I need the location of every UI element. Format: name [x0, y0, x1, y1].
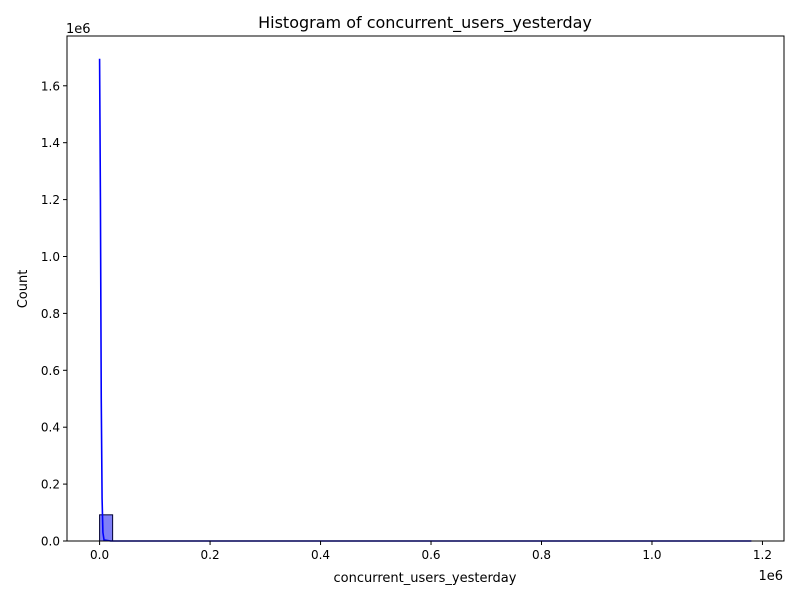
x-tick-label-3: 0.6 — [421, 548, 440, 562]
x-offset-text: 1e6 — [758, 569, 783, 584]
x-tick-label-1: 0.2 — [201, 548, 220, 562]
axes-frame — [66, 35, 785, 542]
chart-title: Histogram of concurrent_users_yesterday — [258, 13, 592, 33]
y-tick-label-5: 1.0 — [41, 250, 60, 264]
y-tick-label-4: 0.8 — [41, 307, 60, 321]
x-tick-label-6: 1.2 — [753, 548, 772, 562]
x-tick-label-4: 0.8 — [532, 548, 551, 562]
y-tick-label-1: 0.2 — [41, 478, 60, 492]
y-tick-label-2: 0.4 — [41, 421, 60, 435]
x-axis-label: concurrent_users_yesterday — [334, 571, 517, 586]
x-tick-label-2: 0.4 — [311, 548, 330, 562]
x-axis-ticks: 0.0 0.2 0.4 0.6 0.8 1.0 1.2 — [90, 541, 772, 562]
histogram-bar-0 — [99, 514, 114, 542]
x-tick-label-0: 0.0 — [90, 548, 109, 562]
y-tick-label-8: 1.6 — [41, 79, 60, 93]
y-axis-label: Count — [16, 270, 31, 309]
y-tick-label-7: 1.4 — [41, 136, 60, 150]
y-offset-text: 1e6 — [66, 22, 91, 37]
y-tick-label-0: 0.0 — [41, 535, 60, 549]
x-tick-label-5: 1.0 — [642, 548, 661, 562]
y-tick-label-6: 1.2 — [41, 193, 60, 207]
y-tick-label-3: 0.6 — [41, 364, 60, 378]
y-axis-ticks: 0.0 0.2 0.4 0.6 0.8 1.0 1.2 1.4 1.6 — [41, 79, 67, 549]
